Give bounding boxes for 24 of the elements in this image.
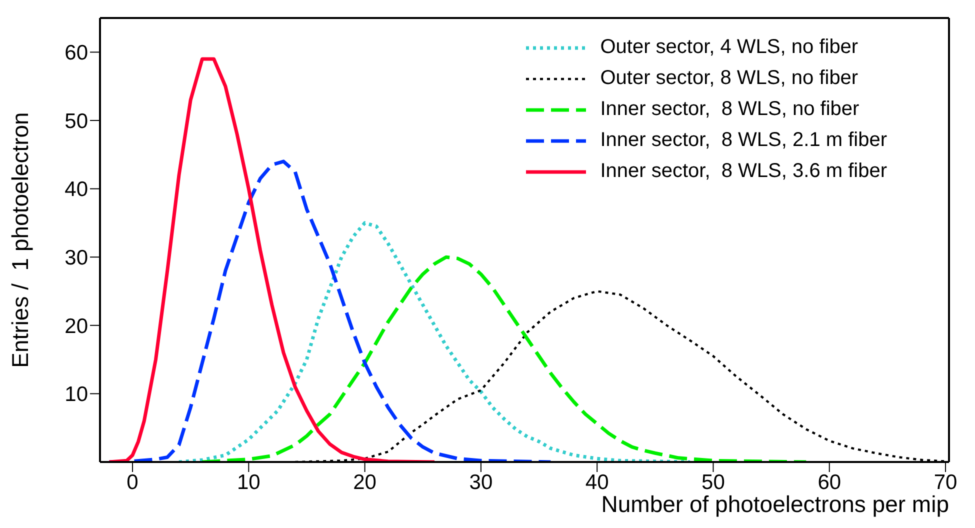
legend-label: Outer sector, 4 WLS, no fiber: [600, 36, 858, 59]
y-tick-label: 60: [64, 42, 88, 65]
legend-label: Inner sector, 8 WLS, 3.6 m fiber: [600, 160, 887, 183]
y-tick-label: 50: [64, 110, 88, 133]
legend-label: Inner sector, 8 WLS, 2.1 m fiber: [600, 129, 887, 152]
y-tick-label: 10: [64, 383, 88, 406]
x-tick-label: 0: [126, 470, 138, 494]
x-tick-label: 10: [236, 470, 260, 494]
line-series: [177, 221, 692, 462]
y-tick-label: 30: [64, 246, 88, 270]
x-tick-label: 60: [818, 470, 842, 494]
line-series: [108, 57, 436, 462]
x-tick-label: 70: [934, 470, 958, 494]
legend-label: Inner sector, 8 WLS, no fiber: [600, 98, 860, 121]
x-tick-label: 50: [702, 470, 725, 494]
y-tick-label: 20: [64, 314, 88, 338]
x-axis-title: Number of photoelectrons per mip: [601, 491, 949, 517]
x-tick-label: 30: [469, 470, 493, 494]
y-axis-title: Entries / 1 photoelectron: [7, 112, 33, 368]
y-tick-label: 40: [64, 178, 88, 202]
legend-label: Outer sector, 8 WLS, no fiber: [600, 67, 858, 90]
x-tick-label: 40: [585, 470, 609, 494]
line-series: [200, 255, 808, 462]
x-tick-label: 20: [353, 470, 376, 494]
